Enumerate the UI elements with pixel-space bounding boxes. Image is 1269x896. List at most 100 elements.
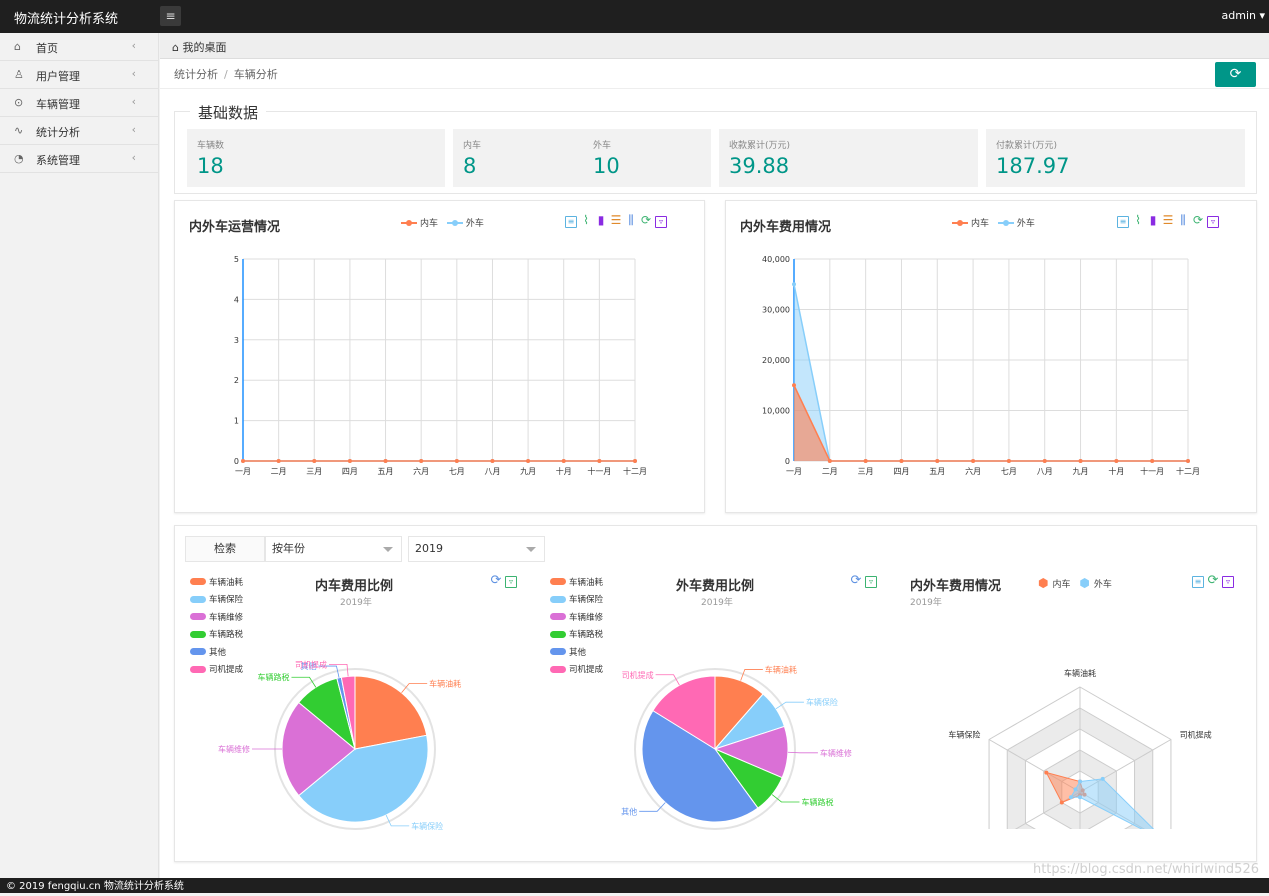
y-tick-label: 4 — [234, 295, 239, 304]
legend-item[interactable]: 车辆路税 — [550, 626, 603, 644]
chart-toolbox: ≡ ⌇ ▮ ☰ ⫼ ⟳ ▿ — [1117, 213, 1219, 228]
legend-item[interactable]: 其他 — [550, 643, 603, 661]
chart-title: 内外车运营情况 — [189, 220, 281, 235]
save-image-icon[interactable]: ▿ — [1207, 216, 1219, 228]
restore-icon[interactable]: ⟳ — [640, 213, 652, 227]
legend-label: 车辆油耗 — [209, 577, 244, 588]
caret-down-icon[interactable]: ▾ — [1259, 9, 1265, 22]
chevron-left-icon: ‹ — [131, 151, 136, 164]
legend-label: 外车 — [1016, 219, 1035, 229]
legend-item[interactable]: 车辆保险 — [550, 591, 603, 609]
legend-item[interactable]: ⬢ 外车 — [1079, 576, 1112, 590]
slice-label: 车辆保险 — [411, 821, 443, 831]
sidebar-item-vehicles[interactable]: ⊙ 车辆管理 ‹ — [0, 89, 158, 117]
chart-legend: 内车 外车 — [952, 216, 1041, 230]
data-point — [1078, 459, 1083, 463]
user-icon: ♙ — [14, 68, 24, 81]
x-tick-label: 一月 — [235, 467, 251, 476]
legend-item[interactable]: 其他 — [190, 643, 243, 661]
line-chart-icon[interactable]: ⌇ — [1135, 213, 1141, 227]
legend-item[interactable]: 内车 — [401, 216, 438, 229]
stat-label: 外车 — [593, 141, 612, 151]
menu-icon[interactable]: ≡ — [160, 6, 181, 26]
legend-item[interactable]: 司机提成 — [190, 661, 243, 679]
slice-label: 车辆路税 — [801, 797, 833, 807]
save-image-icon[interactable]: ▿ — [655, 216, 667, 228]
slice-label: 车辆油耗 — [429, 679, 461, 689]
bar-chart-icon[interactable]: ▮ — [1149, 213, 1157, 227]
line-chart-icon[interactable]: ⌇ — [583, 213, 589, 227]
sidebar-item-users[interactable]: ♙ 用户管理 ‹ — [0, 61, 158, 89]
gauge-icon: ◔ — [14, 152, 24, 165]
stack-icon[interactable]: ☰ — [1162, 213, 1174, 227]
chevron-left-icon: ‹ — [131, 95, 136, 108]
period-select[interactable]: 按年份 — [265, 536, 402, 562]
y-tick-label: 3 — [234, 336, 239, 345]
data-point — [1042, 459, 1047, 463]
legend-item[interactable]: 车辆保险 — [190, 591, 243, 609]
tab-home[interactable]: ⌂ 我的桌面 — [172, 39, 226, 55]
refresh-button[interactable]: ⟳ — [1215, 62, 1256, 87]
tiled-icon[interactable]: ⫼ — [1180, 213, 1186, 227]
restore-icon[interactable]: ⟳ — [1207, 573, 1219, 588]
breadcrumb-parent[interactable]: 统计分析 — [174, 68, 218, 81]
legend-item[interactable]: 车辆维修 — [190, 608, 243, 626]
username[interactable]: admin — [1221, 9, 1256, 22]
y-tick-label: 5 — [234, 255, 239, 264]
restore-icon[interactable]: ⟳ — [850, 573, 862, 588]
sidebar-item-statistics[interactable]: ∿ 统计分析 ‹ — [0, 117, 158, 145]
stat-label: 收款累计(万元) — [729, 141, 791, 151]
label-leader — [639, 802, 666, 812]
stack-icon[interactable]: ☰ — [610, 213, 622, 227]
dropdown-arrow-icon — [526, 547, 536, 552]
stat-inner-outer: 内车 8 外车 10 — [453, 129, 711, 187]
data-point — [792, 383, 796, 388]
x-tick-label: 九月 — [1073, 467, 1089, 476]
legend-item[interactable]: 司机提成 — [550, 661, 603, 679]
y-tick-label: 2 — [234, 376, 239, 385]
legend-label: 司机提成 — [569, 665, 604, 676]
save-image-icon[interactable]: ▿ — [505, 576, 517, 588]
x-tick-label: 七月 — [449, 467, 465, 476]
label-leader — [329, 663, 349, 677]
chart-legend: 内车 外车 — [401, 216, 490, 230]
legend-item[interactable]: 外车 — [446, 216, 484, 229]
legend-label: 车辆油耗 — [569, 577, 604, 588]
data-view-icon[interactable]: ≡ — [1192, 576, 1204, 588]
data-view-icon[interactable]: ≡ — [565, 216, 577, 228]
stat-label: 车辆数 — [197, 141, 225, 151]
sidebar-item-home[interactable]: ⌂ 首页 ‹ — [0, 33, 158, 61]
area-fill — [794, 385, 1188, 461]
restore-icon[interactable]: ⟳ — [490, 573, 502, 588]
data-point — [1006, 459, 1011, 463]
series-line — [793, 384, 1188, 462]
legend-item[interactable]: 内车 — [952, 216, 989, 229]
legend-item[interactable]: 车辆路税 — [190, 626, 243, 644]
sidebar-item-system[interactable]: ◔ 系统管理 ‹ — [0, 145, 158, 173]
save-image-icon[interactable]: ▿ — [865, 576, 877, 588]
radar-indicator-label: 车辆保险 — [948, 730, 980, 740]
search-label: 检索 — [185, 536, 265, 562]
legend-item[interactable]: 外车 — [997, 216, 1035, 229]
pie-slice — [281, 701, 356, 797]
cost-chart-card: 内外车费用情况 内车 外车 ≡ ⌇ ▮ ☰ ⫼ ⟳ ▿ 0 10,000 20,00… — [725, 200, 1257, 513]
top-bar: 物流统计分析系统 ≡ admin ▾ — [0, 0, 1269, 33]
chart-title: 内外车费用情况 — [740, 220, 832, 235]
label-leader — [771, 794, 800, 803]
user-menu[interactable]: admin ▾ — [1222, 9, 1266, 22]
stat-value: 8 — [463, 154, 477, 178]
chart-title: 外车费用比例 — [676, 579, 755, 594]
data-view-icon[interactable]: ≡ — [1117, 216, 1129, 228]
legend-item[interactable]: 车辆油耗 — [550, 573, 603, 591]
legend-item[interactable]: ⬢ 内车 — [1038, 576, 1071, 590]
tiled-icon[interactable]: ⫼ — [628, 213, 634, 227]
save-image-icon[interactable]: ▿ — [1222, 576, 1234, 588]
year-select[interactable]: 2019 — [408, 536, 545, 562]
slice-label: 车辆油耗 — [765, 664, 797, 674]
legend-item[interactable]: 车辆维修 — [550, 608, 603, 626]
bar-chart-icon[interactable]: ▮ — [597, 213, 605, 227]
legend-item[interactable]: 车辆油耗 — [190, 573, 243, 591]
restore-icon[interactable]: ⟳ — [1192, 213, 1204, 227]
legend-label: 车辆路税 — [209, 630, 244, 641]
x-tick-label: 七月 — [1001, 467, 1017, 476]
